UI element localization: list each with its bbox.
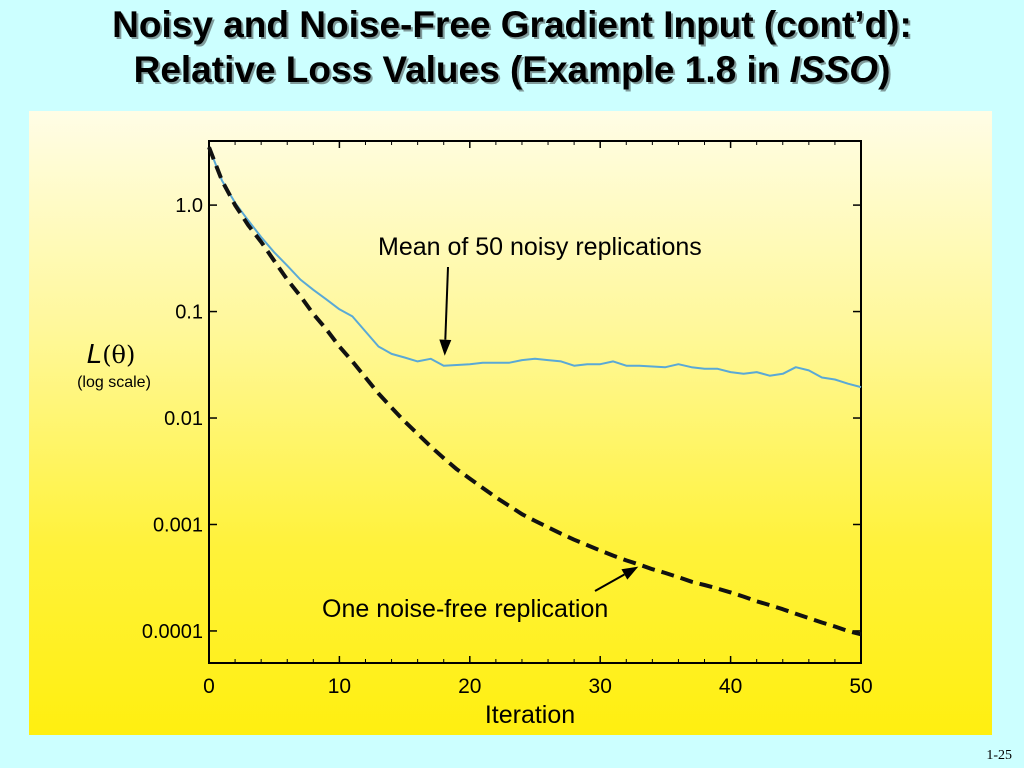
y-tick-label: 0.001 [153, 514, 203, 536]
annotation-noisy-label: Mean of 50 noisy replications [378, 233, 702, 261]
x-tick-label: 20 [458, 675, 481, 698]
chart-panel: 0 10 20 30 40 50 1.0 0.1 0.01 0.001 0.0001 Mean o… [29, 111, 992, 735]
x-axis-label: Iteration [485, 701, 575, 729]
title-line-2-suffix: ) [878, 49, 891, 90]
y-axis-note: (log scale) [77, 374, 151, 391]
y-tick-label: 0.1 [175, 302, 203, 324]
slide-title: Noisy and Noise-Free Gradient Input (con… [0, 2, 1024, 92]
x-tick-label: 0 [203, 675, 215, 698]
annotation-noisy-arrow [439, 266, 452, 356]
y-axis-symbol-L: L [87, 338, 103, 369]
x-tick-label: 40 [719, 675, 742, 698]
x-tick-label: 30 [589, 675, 612, 698]
y-tick-label: 0.01 [164, 408, 203, 430]
y-tick-label: 0.0001 [142, 621, 203, 643]
series-line-noise-free [207, 146, 862, 637]
x-axis-ticks: 0 10 20 30 40 50 [203, 141, 873, 698]
annotation-layer: Mean of 50 noisy replications One noise-f… [322, 233, 702, 623]
y-tick-label: 1.0 [175, 195, 203, 217]
series-layer [207, 146, 862, 637]
title-line-2: Relative Loss Values (Example 1.8 in ISS… [0, 47, 1024, 92]
title-line-2-prefix: Relative Loss Values (Example 1.8 in [133, 49, 790, 90]
y-axis-ticks: 1.0 0.1 0.01 0.001 0.0001 [142, 195, 861, 643]
y-axis-symbol-theta: (θ) [102, 341, 135, 369]
title-line-2-italic: ISSO [789, 49, 879, 90]
plot-frame [208, 140, 862, 664]
annotation-noise-free-label: One noise-free replication [322, 595, 608, 623]
x-tick-label: 50 [849, 675, 872, 698]
series-line-noisy [208, 146, 862, 389]
title-line-1: Noisy and Noise-Free Gradient Input (con… [112, 4, 912, 45]
x-tick-label: 10 [328, 675, 351, 698]
loss-chart: 0 10 20 30 40 50 1.0 0.1 0.01 0.001 0.0001 Mean o… [77, 140, 873, 729]
y-axis-symbol: L(θ) [87, 338, 136, 369]
slide-number: 1-25 [986, 748, 1012, 763]
annotation-noise-free-arrow [594, 566, 639, 592]
